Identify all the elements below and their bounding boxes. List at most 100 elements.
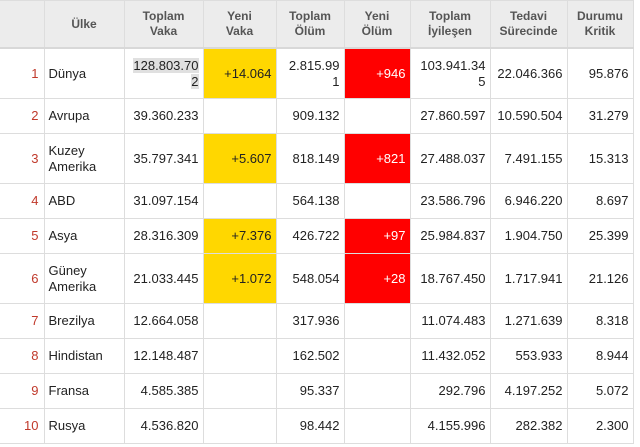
rank-cell: 2 <box>0 98 45 134</box>
total-recovered-cell: 11.432.052 <box>409 338 491 374</box>
header-critical[interactable]: Durumu Kritik <box>566 0 634 49</box>
active-cell: 1.271.639 <box>489 303 568 339</box>
new-deaths-cell: +946 <box>343 47 411 99</box>
total-recovered-cell: 103.941.34 5 <box>409 47 491 99</box>
new-cases-cell: +14.064 <box>202 47 277 99</box>
header-total-cases[interactable]: Toplam Vaka <box>123 0 204 49</box>
header-total-recovered[interactable]: Toplam İyileşen <box>409 0 491 49</box>
header-country[interactable]: Ülke <box>43 0 125 49</box>
critical-cell: 8.318 <box>566 303 634 339</box>
table-row: 7 Brezilya 12.664.058 317.936 11.074.483… <box>0 303 634 339</box>
critical-cell: 25.399 <box>566 218 634 254</box>
active-cell: 6.946.220 <box>489 183 568 219</box>
total-cases-cell: 4.536.820 <box>123 408 204 444</box>
rank-cell: 8 <box>0 338 45 374</box>
new-deaths-cell: +28 <box>343 253 411 304</box>
total-recovered-cell: 292.796 <box>409 373 491 409</box>
country-cell[interactable]: Asya <box>43 218 125 254</box>
country-cell[interactable]: Rusya <box>43 408 125 444</box>
active-cell: 1.904.750 <box>489 218 568 254</box>
header-active[interactable]: Tedavi Sürecinde <box>489 0 568 49</box>
country-cell[interactable]: Brezilya <box>43 303 125 339</box>
total-deaths-cell: 909.132 <box>275 98 345 134</box>
header-total-deaths[interactable]: Toplam Ölüm <box>275 0 345 49</box>
critical-cell: 8.944 <box>566 338 634 374</box>
active-cell: 7.491.155 <box>489 133 568 184</box>
rank-cell: 6 <box>0 253 45 304</box>
total-deaths-cell: 317.936 <box>275 303 345 339</box>
country-cell[interactable]: Avrupa <box>43 98 125 134</box>
country-cell[interactable]: Hindistan <box>43 338 125 374</box>
rank-cell: 4 <box>0 183 45 219</box>
total-recovered-cell: 25.984.837 <box>409 218 491 254</box>
table-row: 8 Hindistan 12.148.487 162.502 11.432.05… <box>0 338 634 374</box>
country-cell[interactable]: ABD <box>43 183 125 219</box>
new-deaths-cell: +821 <box>343 133 411 184</box>
new-cases-cell: +1.072 <box>202 253 277 304</box>
total-cases-cell: 39.360.233 <box>123 98 204 134</box>
critical-cell: 21.126 <box>566 253 634 304</box>
country-cell[interactable]: Dünya <box>43 47 125 99</box>
critical-cell: 31.279 <box>566 98 634 134</box>
new-cases-cell <box>202 338 277 374</box>
table-row: 1 Dünya 128.803.70 2 +14.064 2.815.99 1 +9… <box>0 47 634 99</box>
table-row: 6 Güney Amerika 21.033.445 +1.072 548.054… <box>0 253 634 304</box>
active-cell: 1.717.941 <box>489 253 568 304</box>
total-recovered-cell: 27.488.037 <box>409 133 491 184</box>
total-deaths-cell: 548.054 <box>275 253 345 304</box>
active-cell: 10.590.504 <box>489 98 568 134</box>
total-recovered-cell: 4.155.996 <box>409 408 491 444</box>
country-cell[interactable]: Güney Amerika <box>43 253 125 304</box>
new-deaths-cell <box>343 338 411 374</box>
critical-cell: 8.697 <box>566 183 634 219</box>
rank-cell: 3 <box>0 133 45 184</box>
new-cases-cell <box>202 98 277 134</box>
new-cases-cell: +5.607 <box>202 133 277 184</box>
total-deaths-cell: 426.722 <box>275 218 345 254</box>
rank-cell: 7 <box>0 303 45 339</box>
total-deaths-cell: 162.502 <box>275 338 345 374</box>
total-recovered-cell: 11.074.483 <box>409 303 491 339</box>
total-deaths-cell: 95.337 <box>275 373 345 409</box>
total-deaths-cell: 564.138 <box>275 183 345 219</box>
critical-cell: 15.313 <box>566 133 634 184</box>
active-cell: 553.933 <box>489 338 568 374</box>
header-new-cases[interactable]: Yeni Vaka <box>202 0 277 49</box>
new-deaths-cell <box>343 408 411 444</box>
new-cases-cell: +7.376 <box>202 218 277 254</box>
rank-cell: 1 <box>0 47 45 99</box>
total-cases-cell: 21.033.445 <box>123 253 204 304</box>
total-cases-cell: 128.803.70 2 <box>123 47 204 99</box>
total-recovered-cell: 23.586.796 <box>409 183 491 219</box>
table-row: 10 Rusya 4.536.820 98.442 4.155.996 282.… <box>0 408 634 444</box>
table-row: 2 Avrupa 39.360.233 909.132 27.860.597 1… <box>0 98 634 134</box>
country-cell[interactable]: Kuzey Amerika <box>43 133 125 184</box>
table-row: 9 Fransa 4.585.385 95.337 292.796 4.197.… <box>0 373 634 409</box>
rank-cell: 9 <box>0 373 45 409</box>
new-deaths-cell <box>343 373 411 409</box>
total-cases-cell: 31.097.154 <box>123 183 204 219</box>
country-cell[interactable]: Fransa <box>43 373 125 409</box>
critical-cell: 2.300 <box>566 408 634 444</box>
active-cell: 282.382 <box>489 408 568 444</box>
total-cases-cell: 12.664.058 <box>123 303 204 339</box>
new-deaths-cell: +97 <box>343 218 411 254</box>
rank-cell: 10 <box>0 408 45 444</box>
active-cell: 4.197.252 <box>489 373 568 409</box>
new-cases-cell <box>202 373 277 409</box>
new-deaths-cell <box>343 183 411 219</box>
total-cases-cell: 4.585.385 <box>123 373 204 409</box>
header-rank[interactable] <box>0 0 45 49</box>
total-cases-cell: 12.148.487 <box>123 338 204 374</box>
total-cases-cell: 35.797.341 <box>123 133 204 184</box>
new-cases-cell <box>202 183 277 219</box>
total-recovered-cell: 27.860.597 <box>409 98 491 134</box>
table-row: 3 Kuzey Amerika 35.797.341 +5.607 818.149… <box>0 133 634 184</box>
total-recovered-cell: 18.767.450 <box>409 253 491 304</box>
table-row: 5 Asya 28.316.309 +7.376 426.722 +97 25.… <box>0 218 634 254</box>
new-deaths-cell <box>343 98 411 134</box>
header-new-deaths[interactable]: Yeni Ölüm <box>343 0 411 49</box>
new-cases-cell <box>202 303 277 339</box>
total-deaths-cell: 98.442 <box>275 408 345 444</box>
